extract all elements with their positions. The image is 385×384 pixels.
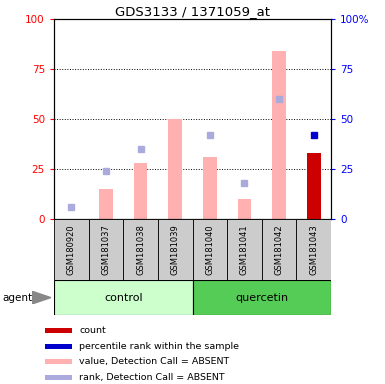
Text: quercetin: quercetin [235,293,288,303]
Bar [54,219,89,280]
Text: GSM180920: GSM180920 [67,224,76,275]
Bar [54,280,192,315]
Text: value, Detection Call = ABSENT: value, Detection Call = ABSENT [79,357,229,366]
Text: GSM181040: GSM181040 [205,224,214,275]
Bar [89,219,123,280]
Bar [203,157,217,219]
Bar [296,219,331,280]
Bar [192,219,227,280]
Text: GSM181037: GSM181037 [101,224,110,275]
Text: GSM181038: GSM181038 [136,224,145,275]
Bar [238,199,251,219]
Text: percentile rank within the sample: percentile rank within the sample [79,342,239,351]
Bar [45,344,72,349]
Text: GSM181039: GSM181039 [171,224,180,275]
Text: count: count [79,326,106,335]
Bar [45,328,72,333]
Bar [227,219,262,280]
Text: rank, Detection Call = ABSENT: rank, Detection Call = ABSENT [79,373,225,382]
Text: GSM181041: GSM181041 [240,224,249,275]
Text: GSM181042: GSM181042 [275,224,284,275]
Bar [272,51,286,219]
Bar [123,219,158,280]
Bar [158,219,192,280]
Text: agent: agent [2,293,32,303]
Title: GDS3133 / 1371059_at: GDS3133 / 1371059_at [115,5,270,18]
Text: GSM181043: GSM181043 [309,224,318,275]
Bar [307,153,321,219]
Polygon shape [32,291,51,304]
Bar [45,375,72,380]
Bar [192,280,331,315]
Text: control: control [104,293,142,303]
Bar [168,119,182,219]
Bar [262,219,296,280]
Bar [45,359,72,364]
Bar [134,163,147,219]
Bar [99,189,113,219]
